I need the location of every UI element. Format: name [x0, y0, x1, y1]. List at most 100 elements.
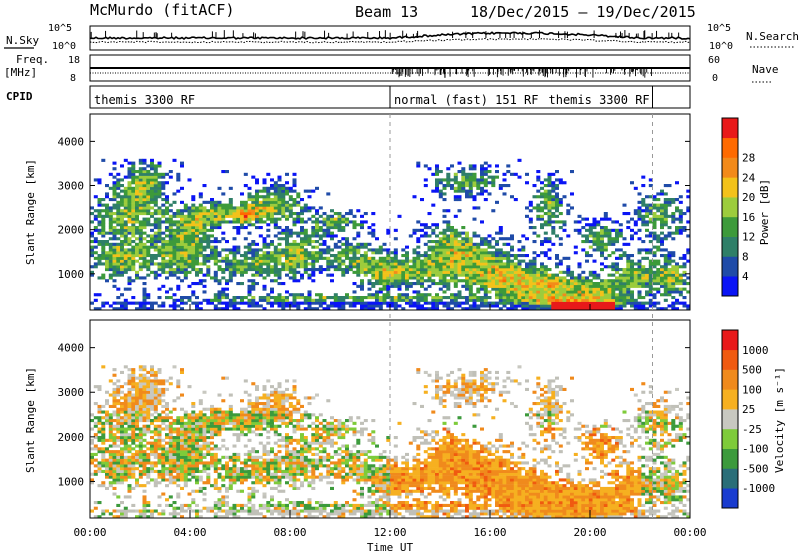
power-cell: [668, 198, 672, 201]
power-cell: [116, 229, 120, 232]
power-cell: [623, 268, 627, 271]
power-cell: [338, 299, 342, 302]
power-cell: [510, 195, 514, 198]
power-cell: [98, 209, 102, 212]
power-cell: [484, 282, 488, 285]
power-cell: [236, 260, 240, 263]
power-cell: [203, 226, 207, 229]
power-cell: [319, 254, 323, 257]
power-cell: [495, 302, 499, 305]
power-cell: [240, 223, 244, 226]
power-cell: [638, 290, 642, 293]
power-cell: [435, 178, 439, 181]
power-cell: [679, 288, 683, 291]
power-cell: [251, 274, 255, 277]
velocity-cell: [105, 461, 109, 464]
power-cell: [131, 198, 135, 201]
power-cell: [229, 268, 233, 271]
power-cell: [491, 246, 495, 249]
power-cell: [154, 262, 158, 265]
velocity-cell: [120, 481, 124, 484]
power-cell: [664, 223, 668, 226]
power-cell: [113, 204, 117, 207]
velocity-cell: [109, 413, 113, 416]
velocity-cell: [116, 388, 120, 391]
power-cell: [188, 220, 192, 223]
power-cell: [371, 271, 375, 274]
velocity-cell: [143, 411, 147, 414]
power-cell: [379, 271, 383, 274]
velocity-cell: [135, 459, 139, 462]
power-cell: [439, 288, 443, 291]
power-cell: [270, 271, 274, 274]
power-cell: [116, 195, 120, 198]
velocity-cell: [124, 428, 128, 431]
power-cell: [495, 201, 499, 204]
power-cell: [289, 215, 293, 218]
power-cell: [548, 195, 552, 198]
power-cell: [128, 173, 132, 176]
velocity-cell: [165, 419, 169, 422]
power-cell: [581, 304, 585, 307]
power-cell: [150, 167, 154, 170]
velocity-cell: [101, 411, 105, 414]
power-cell: [443, 260, 447, 263]
power-cell: [615, 293, 619, 296]
power-cell: [413, 262, 417, 265]
power-cell: [536, 206, 540, 209]
power-cell: [671, 220, 675, 223]
velocity-cell: [131, 371, 135, 374]
power-cell: [251, 288, 255, 291]
velocity-cell: [146, 405, 150, 408]
power-cell: [499, 237, 503, 240]
power-cell: [180, 260, 184, 263]
power-cell: [671, 271, 675, 274]
velocity-cell: [143, 470, 147, 473]
velocity-cell: [116, 430, 120, 433]
power-cell: [229, 198, 233, 201]
power-cell: [169, 262, 173, 265]
velocity-cell: [98, 436, 102, 439]
power-cell: [154, 226, 158, 229]
power-cell: [154, 257, 158, 260]
power-cell: [675, 226, 679, 229]
power-cell: [240, 220, 244, 223]
power-cell: [289, 268, 293, 271]
power-cell: [131, 234, 135, 237]
power-cell: [116, 223, 120, 226]
power-cell: [454, 293, 458, 296]
velocity-cell: [131, 408, 135, 411]
power-cell: [188, 237, 192, 240]
power-cell: [570, 206, 574, 209]
power-cell: [188, 257, 192, 260]
power-cell: [634, 302, 638, 305]
power-cell: [611, 243, 615, 246]
power-cell: [656, 240, 660, 243]
power-cell: [589, 274, 593, 277]
power-cell: [146, 268, 150, 271]
power-cell: [443, 243, 447, 246]
power-cell: [285, 274, 289, 277]
power-cell: [589, 240, 593, 243]
power-cell: [555, 279, 559, 282]
velocity-cell: [165, 379, 169, 382]
power-cell: [630, 271, 634, 274]
power-cell: [225, 293, 229, 296]
power-cell: [593, 223, 597, 226]
power-cell: [300, 274, 304, 277]
power-cell: [146, 302, 150, 305]
power-cell: [285, 304, 289, 307]
power-cell: [656, 279, 660, 282]
power-cell: [469, 299, 473, 302]
power-cell: [536, 302, 540, 305]
power-cell: [555, 192, 559, 195]
power-cell: [285, 218, 289, 221]
velocity-cell: [135, 478, 139, 481]
power-cell: [383, 296, 387, 299]
power-cell: [191, 198, 195, 201]
power-cell: [300, 293, 304, 296]
power-cell: [473, 251, 477, 254]
power-cell: [416, 268, 420, 271]
velocity-cell: [128, 447, 132, 450]
power-cell: [514, 274, 518, 277]
